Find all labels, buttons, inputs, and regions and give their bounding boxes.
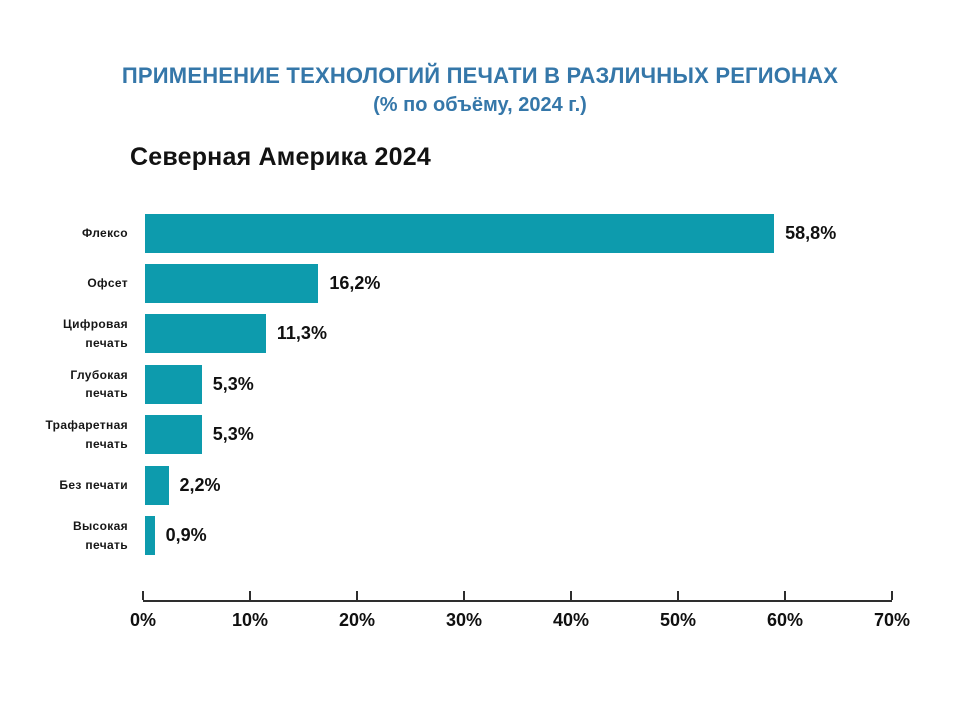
axis-tick-mark bbox=[784, 591, 786, 600]
value-label: 5,3% bbox=[212, 373, 254, 394]
value-label: 58,8% bbox=[785, 222, 837, 243]
bar bbox=[145, 415, 202, 455]
value-label: 11,3% bbox=[276, 323, 327, 344]
bar bbox=[145, 516, 155, 556]
axis-tick-label: 60% bbox=[766, 610, 804, 630]
bar-chart-area: Флексо 58,8% Офсет 16,2% Цифровая печать… bbox=[30, 208, 930, 561]
axis-tick-label: 40% bbox=[552, 610, 590, 630]
value-label: 16,2% bbox=[329, 273, 381, 294]
bar-row: Цифровая печать 11,3% bbox=[30, 309, 930, 359]
bar-track: 16,2% bbox=[145, 264, 930, 304]
axis-tick-mark bbox=[677, 591, 679, 600]
bar bbox=[145, 364, 202, 404]
bar-track: 11,3% bbox=[145, 314, 930, 354]
value-label: 2,2% bbox=[179, 474, 221, 495]
value-label: 0,9% bbox=[165, 525, 207, 546]
bar-row: Высокая печать 0,9% bbox=[30, 510, 930, 560]
axis-tick-label: 20% bbox=[338, 610, 376, 630]
chart-header: ПРИМЕНЕНИЕ ТЕХНОЛОГИЙ ПЕЧАТИ В РАЗЛИЧНЫХ… bbox=[0, 62, 960, 120]
axis-tick-mark bbox=[891, 591, 893, 600]
axis-tick-label: 50% bbox=[659, 610, 697, 630]
region-title: Северная Америка 2024 bbox=[130, 143, 431, 171]
category-label: Цифровая печать bbox=[63, 317, 128, 350]
bar-track: 5,3% bbox=[145, 415, 930, 455]
axis-tick-label: 30% bbox=[445, 610, 483, 630]
category-label: Высокая печать bbox=[72, 518, 128, 552]
axis-tick-mark bbox=[356, 591, 358, 600]
bar-track: 58,8% bbox=[145, 213, 930, 253]
bar bbox=[145, 465, 169, 505]
bar-track: 5,3% bbox=[145, 364, 930, 404]
axis-tick-mark bbox=[142, 591, 144, 600]
bar-track: 0,9% bbox=[145, 516, 930, 556]
axis-tick-label: 10% bbox=[231, 610, 269, 630]
category-label: Офсет bbox=[87, 276, 128, 291]
category-label: Глубокая печать bbox=[70, 367, 128, 401]
chart-subtitle: (% по объёму, 2024 г.) bbox=[373, 94, 587, 116]
bar-row: Без печати 2,2% bbox=[30, 460, 930, 510]
bar bbox=[145, 314, 266, 354]
category-label: Трафаретная печать bbox=[45, 418, 128, 451]
axis-tick-label: 0% bbox=[129, 610, 157, 630]
bar-row: Глубокая печать 5,3% bbox=[30, 359, 930, 409]
value-label: 5,3% bbox=[212, 424, 254, 445]
bar-row: Трафаретная печать 5,3% bbox=[30, 410, 930, 460]
category-label: Без печати bbox=[59, 477, 128, 492]
bar bbox=[145, 264, 319, 304]
x-axis: 0% 10% 20% 30% 40% 50% 60% 70% bbox=[130, 591, 910, 630]
axis-tick-label: 70% bbox=[873, 610, 911, 630]
bar-row: Офсет 16,2% bbox=[30, 258, 930, 308]
bar-track: 2,2% bbox=[145, 465, 930, 505]
axis-tick-mark bbox=[249, 591, 251, 600]
axis-tick-mark bbox=[463, 591, 465, 600]
bar-row: Флексо 58,8% bbox=[30, 208, 930, 258]
axis-tick-mark bbox=[570, 591, 572, 600]
chart-title: ПРИМЕНЕНИЕ ТЕХНОЛОГИЙ ПЕЧАТИ В РАЗЛИЧНЫХ… bbox=[121, 63, 839, 88]
bar bbox=[145, 213, 775, 253]
category-label: Флексо bbox=[81, 225, 128, 240]
